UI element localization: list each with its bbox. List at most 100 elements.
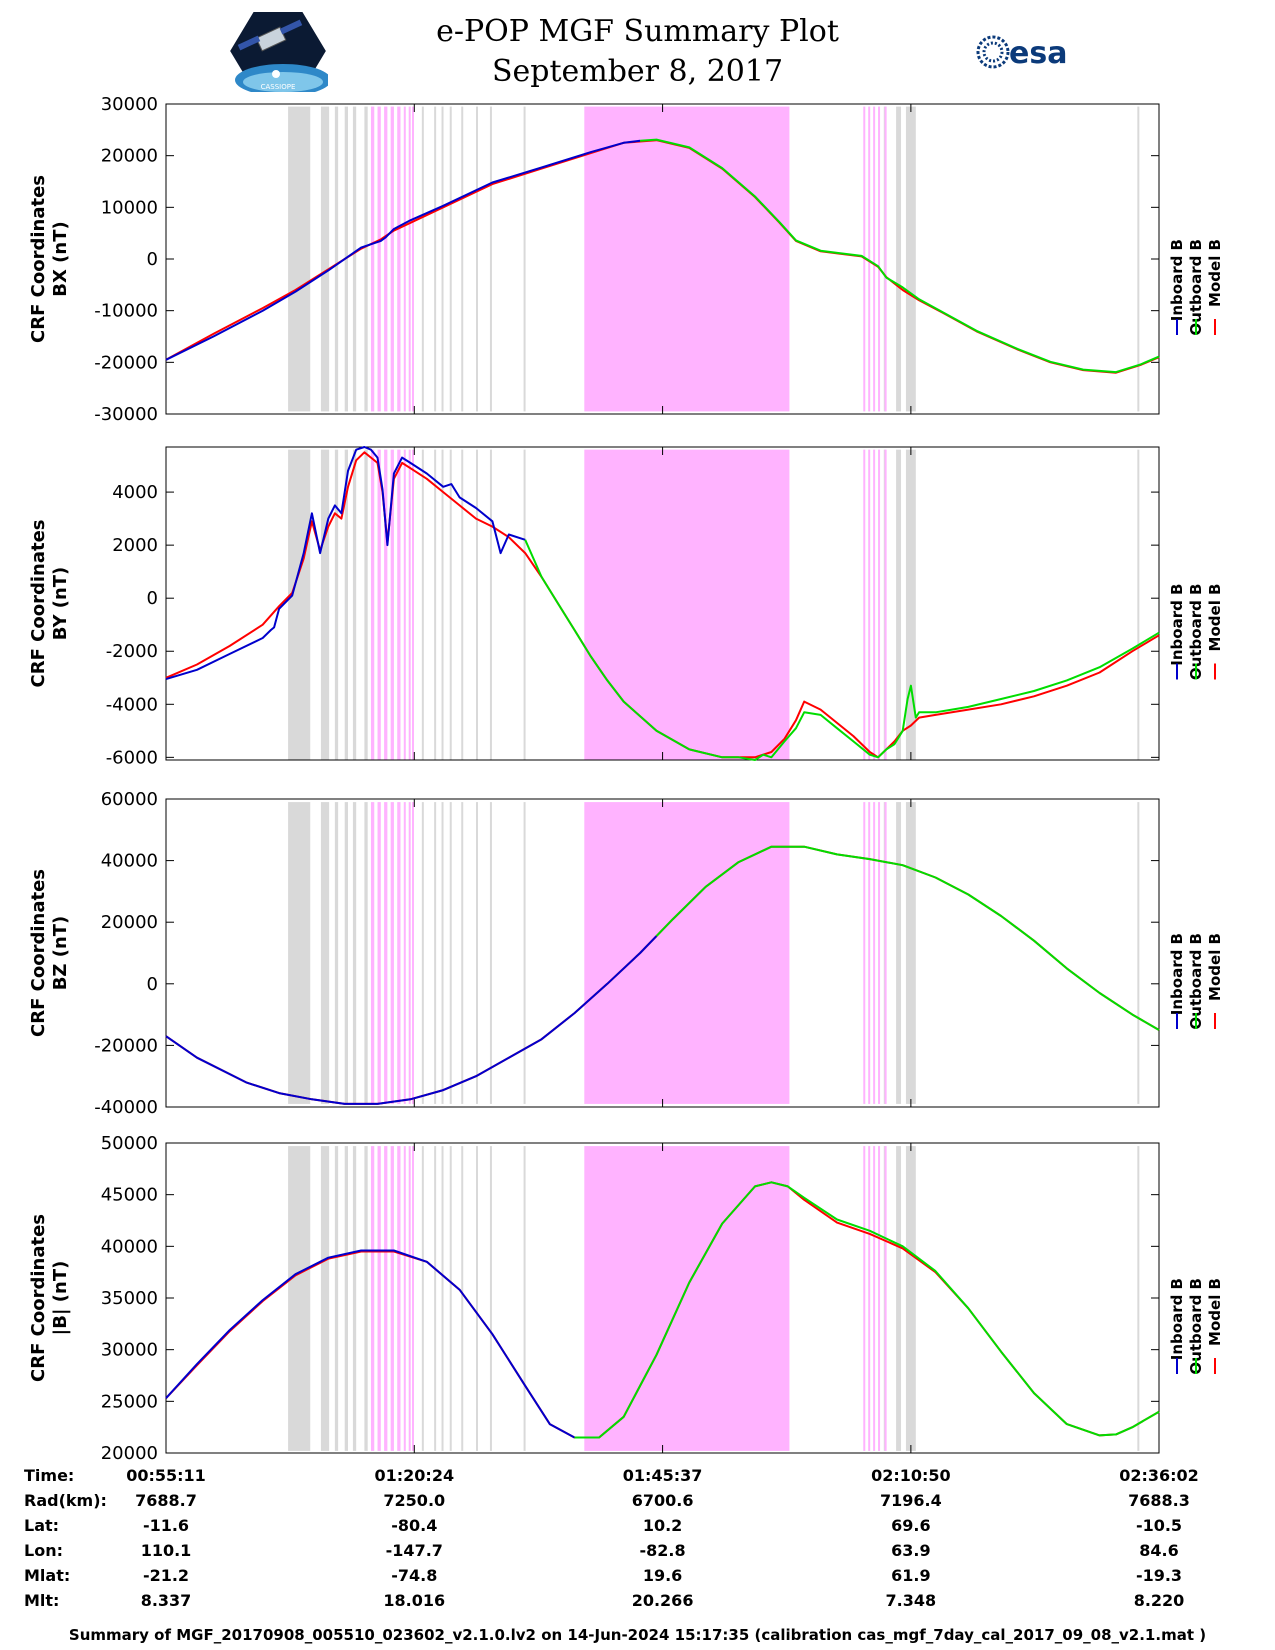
y-axis-label-line: CRF Coordinates [28,175,49,343]
magenta-shade-band [403,1146,406,1451]
y-tick-label: 0 [147,588,158,609]
magenta-shade-band [390,106,394,412]
y-tick-label: 45000 [101,1185,158,1206]
legend-label: Model B [1206,584,1224,652]
gray-shade-band [288,106,311,412]
gray-shade-band [434,106,437,412]
gray-shade-band [334,1146,339,1451]
magenta-shade-band [397,802,401,1104]
magenta-shade-band [878,106,881,412]
gray-shade-band [896,802,902,1104]
y-tick-label: 35000 [101,1288,158,1309]
legend: Inboard B Outboard B Model B [1168,584,1224,681]
info-row-value: 01:45:37 [622,1466,703,1485]
magenta-shade-band [377,1146,381,1451]
info-row-value: -80.4 [391,1516,438,1535]
info-row: Mlt: 8.337 18.016 20.266 7.348 8.220 [0,1591,1275,1616]
gray-shade-band [523,449,526,760]
y-axis-label: CRF CoordinatesBZ (nT) [28,869,71,1037]
gray-shade-band [1137,449,1140,760]
magenta-shade-band [390,1146,394,1451]
magenta-shade-band [370,1146,375,1451]
info-row: Rad(km): 7688.7 7250.0 6700.6 7196.4 7688.3 [0,1491,1275,1516]
magenta-shade-band [370,106,375,412]
y-tick-label: 60000 [101,789,158,810]
y-tick-label: -40000 [94,1097,158,1118]
esa-logo: esa [976,35,1067,71]
gray-shade-band [449,449,452,760]
magenta-shade-band [884,449,887,760]
info-row-value: -19.3 [1135,1566,1183,1585]
magenta-shade-band [584,449,790,760]
series-inboard-b [165,935,658,1105]
info-row-label: Lon: [24,1541,63,1560]
legend-label: Inboard B [1168,933,1186,1015]
gray-shade-band [441,1146,444,1451]
y-axis-label-line: BX (nT) [50,221,71,296]
series-outboard-b [655,845,1160,1031]
series-outboard-b [574,1181,1160,1439]
y-tick-label: 25000 [101,1391,158,1412]
gray-shade-band [421,1146,424,1451]
gray-shade-band [441,802,444,1104]
info-row-value: 00:55:11 [126,1466,206,1485]
series-outboard-b [524,539,1160,761]
y-tick-label: 40000 [101,851,158,872]
y-axis-label: CRF CoordinatesBY (nT) [28,520,71,688]
magenta-shade-band [878,1146,881,1451]
magenta-shade-band [403,106,406,412]
cassiope-logo-text: CASSIOPE [261,83,296,91]
gray-shade-band [352,449,357,760]
gray-shade-band [320,1146,330,1451]
y-tick-label: 50000 [101,1133,158,1154]
info-row-value: -10.5 [1135,1516,1183,1535]
gray-shade-band [364,1146,368,1451]
info-row-label: Mlat: [24,1566,71,1585]
legend: Inboard B Outboard B Model B [1168,933,1224,1030]
gray-shade-band [896,1146,902,1451]
magenta-shade-band [377,802,381,1104]
magenta-shade-band [863,1146,866,1451]
y-tick-label: -20000 [94,1035,158,1056]
magenta-shade-band [868,802,871,1104]
magenta-shade-band [411,106,414,412]
magenta-shade-band [868,1146,871,1451]
plot-date: September 8, 2017 [491,54,784,89]
info-row: Time: 00:55:11 01:20:24 01:45:37 02:10:50 02:… [0,1466,1275,1491]
info-row-label: Mlt: [24,1591,60,1610]
gray-shade-band [334,106,339,412]
gray-shade-band [334,449,339,760]
info-row-value: 84.6 [1139,1541,1179,1560]
magenta-shade-band [403,449,406,760]
magenta-shade-band [411,449,414,760]
magenta-shade-band [408,449,411,760]
page-title: e-POP MGF Summary Plot [436,14,839,49]
gray-shade-band [364,449,368,760]
info-row-value: -11.6 [142,1516,190,1535]
gray-shade-band [1137,802,1140,1104]
series-inboard-b [165,1249,575,1439]
y-tick-label: -2000 [106,641,158,662]
gray-shade-band [421,449,424,760]
legend-label: Inboard B [1168,1278,1186,1360]
info-row-value: -74.8 [391,1566,438,1585]
gray-shade-band [489,1146,492,1451]
y-axis-label-line: CRF Coordinates [28,869,49,1037]
magenta-shade-band [384,106,388,412]
gray-shade-band [344,802,348,1104]
info-row-value: 19.6 [642,1566,683,1585]
gray-shade-band [896,106,902,412]
y-tick-label: 20000 [101,146,158,167]
info-row-value: 110.1 [140,1541,192,1560]
gray-shade-band [896,449,902,760]
gray-shade-band [320,106,330,412]
gray-shade-band [441,106,444,412]
magenta-shade-band [377,449,381,760]
magenta-shade-band [377,106,381,412]
gray-shade-band [288,449,311,760]
info-row-value: 61.9 [891,1566,931,1585]
gray-shade-band [352,1146,357,1451]
magenta-shade-band [370,449,375,760]
info-row-value: -21.2 [142,1566,190,1585]
magenta-shade-band [873,106,876,412]
